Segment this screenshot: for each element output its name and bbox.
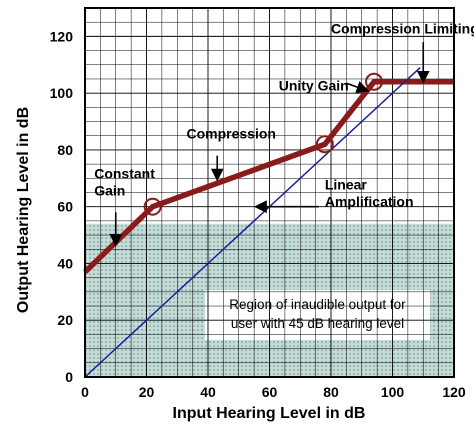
plot-border [84,7,455,378]
annotation-label: Constant [94,165,155,181]
y-tick-label: 60 [57,199,73,215]
tick-labels: 0 20 40 60 80 100 120 0 20 40 60 80 100 120 [50,28,466,400]
y-tick-label: 40 [57,255,73,271]
y-tick-label: 80 [57,142,73,158]
x-tick-label: 0 [81,384,89,400]
annotation-label: Unity Gain [279,77,349,93]
annotation-arrow [346,81,370,94]
y-tick-label: 20 [57,312,73,328]
region-label-line: Region of inaudible output for [229,297,406,312]
annotation-label: Amplification [325,194,414,210]
region-label-line: user with 45 dB hearing level [231,316,404,331]
annotation-label: Compression [186,126,275,142]
x-tick-label: 100 [381,384,405,400]
linear-amplification-line [84,67,421,378]
x-tick-label: 20 [139,384,155,400]
y-tick-label: 100 [50,85,74,101]
hearing-aid-output-line [83,79,454,274]
x-tick-label: 40 [200,384,216,400]
annotation-label: Gain [94,182,125,198]
series-lines [83,67,454,378]
y-tick-label: 0 [65,369,73,385]
x-tick-label: 60 [262,384,278,400]
annotations: Compression Limiting Unity Gain Compressio… [94,21,474,247]
x-tick-label: 120 [442,384,466,400]
knee-point-markers [143,72,384,216]
y-tick-label: 120 [50,28,74,44]
x-tick-label: 80 [323,384,339,400]
knee-point-circle [143,197,162,216]
plot-frame [84,7,455,378]
annotation-label: Compression Limiting [331,21,474,37]
x-axis-label: Input Hearing Level in dB [173,405,366,422]
knee-point-circle [315,135,334,154]
y-axis-label: Output Hearing Level in dB [15,107,32,313]
annotation-label: Linear [325,177,368,193]
